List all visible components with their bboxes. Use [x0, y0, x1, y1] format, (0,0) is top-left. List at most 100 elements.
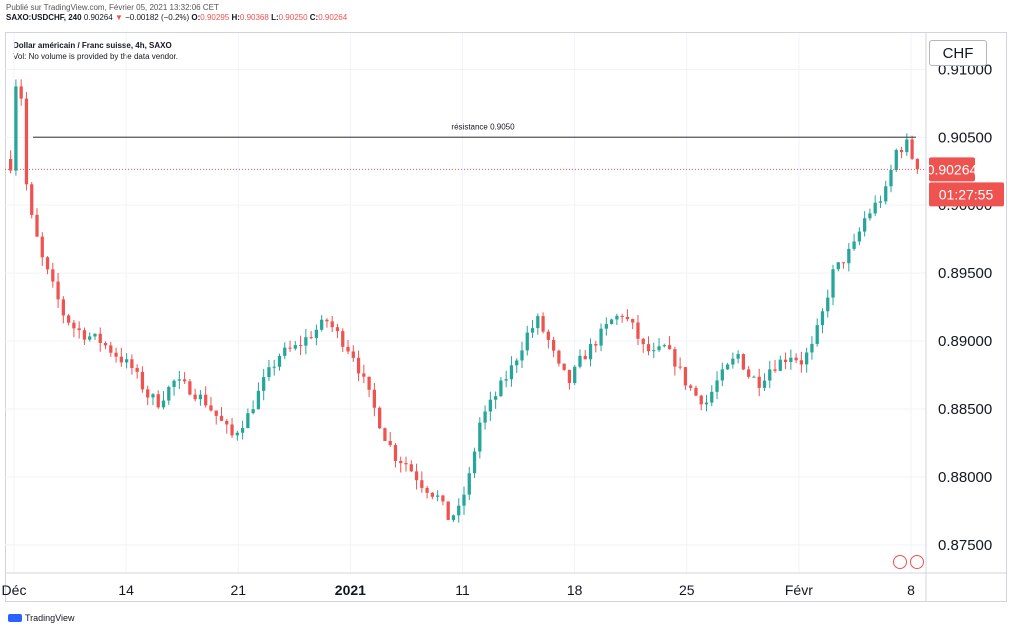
candle-body	[504, 379, 508, 381]
candle-body	[9, 158, 13, 171]
candle-body	[198, 394, 203, 400]
candle-body	[662, 345, 666, 347]
candle-body	[657, 346, 661, 351]
candle-body	[636, 322, 640, 339]
price-tick-label: 0.88000	[938, 469, 992, 486]
candle-body	[346, 346, 350, 352]
candle-body	[836, 262, 840, 270]
candle-body	[778, 359, 782, 371]
candle-body	[383, 428, 387, 441]
candle-body	[810, 343, 814, 353]
candle-body	[499, 380, 503, 397]
candle-body	[314, 329, 319, 338]
close-label: C:	[309, 13, 319, 22]
candle-body	[562, 363, 566, 370]
candle-body	[372, 389, 377, 408]
candle-body	[114, 352, 118, 357]
candle-body	[124, 359, 129, 363]
price-axis[interactable]: 0.910000.905000.900000.895000.890000.885…	[927, 61, 1004, 554]
candle-body	[852, 241, 856, 249]
published-note: Publié sur TradingView.com, Février 05, …	[6, 3, 219, 12]
candle-body	[493, 396, 498, 400]
candle-body	[863, 218, 867, 232]
candle-body	[609, 319, 614, 325]
candle-body	[167, 386, 171, 401]
candle-body	[156, 394, 160, 408]
candle-body	[757, 376, 761, 388]
candle-body	[594, 344, 598, 346]
candle-body	[741, 354, 746, 370]
candle-body	[841, 262, 846, 264]
currency-button[interactable]: CHF	[929, 40, 987, 66]
candle-body	[393, 445, 398, 461]
candle-body	[483, 411, 487, 423]
candle-body	[204, 394, 208, 406]
candle-body	[451, 515, 456, 520]
candle-body	[88, 336, 92, 340]
candle-body	[209, 405, 213, 411]
symbol-line: SAXO:USDCHF, 240	[6, 13, 82, 22]
candle-body	[267, 367, 271, 378]
candle-body	[341, 331, 345, 347]
candle-body	[578, 355, 582, 367]
candle-body	[214, 410, 218, 416]
low-value: 0.90250	[278, 13, 308, 22]
candle-body	[441, 495, 445, 502]
candle-body	[182, 379, 187, 382]
candle-body	[631, 319, 635, 323]
candle-body	[378, 407, 382, 429]
candle-body	[151, 394, 155, 398]
candle-body	[847, 248, 851, 264]
candle-body	[783, 359, 788, 363]
candle-body	[541, 316, 545, 332]
candle-body	[35, 214, 39, 237]
candle-body	[430, 492, 435, 497]
candle-body	[520, 350, 524, 361]
candle-body	[61, 299, 65, 316]
price-tick-label: 0.89500	[938, 265, 992, 282]
grid-lines	[5, 33, 926, 573]
candle-body	[72, 322, 76, 329]
last-price-tag-label: 0.90264	[927, 161, 978, 177]
candle-body	[298, 345, 303, 347]
candle-body	[894, 149, 898, 170]
footer[interactable]: TradingView	[8, 613, 75, 623]
down-arrow-icon: ▼	[114, 13, 123, 22]
last-price-tag	[929, 157, 975, 182]
candle-body	[762, 380, 767, 388]
candle-body	[93, 333, 97, 337]
candle-body	[240, 428, 245, 433]
candle-body	[546, 331, 550, 340]
candle-body	[873, 202, 877, 214]
low-label: L:	[271, 13, 279, 22]
candle-body	[409, 464, 413, 472]
candle-body	[831, 269, 835, 298]
time-axis[interactable]: Déc 14 21 2021 11 18 25 Févr 8	[2, 582, 916, 598]
candle-body	[30, 184, 34, 215]
candle-body	[425, 487, 429, 493]
high-label: H:	[231, 13, 240, 22]
candle-body	[103, 342, 108, 346]
candle-body	[515, 360, 519, 366]
candle-body	[288, 347, 292, 349]
candle-body	[56, 281, 60, 300]
candle-body	[667, 345, 672, 350]
candle-body	[710, 391, 714, 403]
candle-body	[799, 360, 804, 365]
candle-body	[678, 366, 682, 368]
candle-body	[736, 354, 740, 359]
candle-body	[256, 390, 261, 410]
candle-body	[436, 495, 440, 497]
candle-body	[731, 358, 735, 365]
candle-body	[588, 344, 593, 360]
candle-body	[262, 377, 266, 391]
candle-body	[530, 328, 535, 333]
candle-body	[130, 359, 134, 369]
us-event-icon[interactable]	[893, 555, 907, 569]
ch-event-icon[interactable]	[910, 555, 924, 569]
event-markers[interactable]	[893, 555, 924, 569]
candle-body	[725, 364, 730, 370]
candle-body	[536, 316, 540, 329]
price-tick-label: 0.89000	[938, 333, 992, 350]
